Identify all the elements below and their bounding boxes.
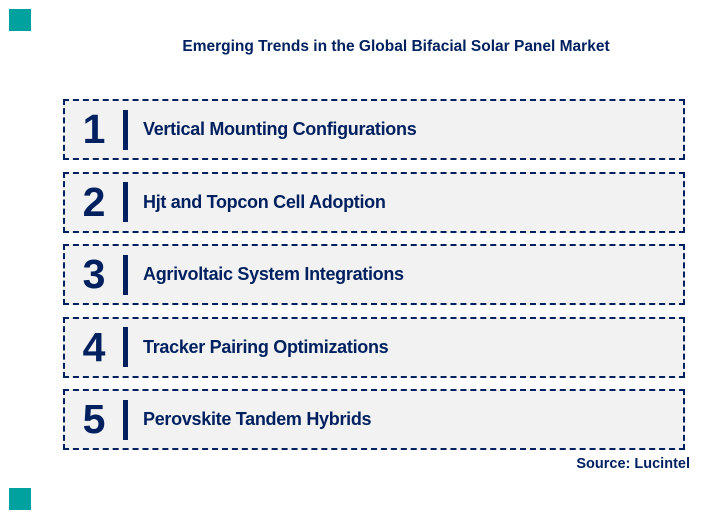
- page-title: Emerging Trends in the Global Bifacial S…: [182, 38, 610, 55]
- trend-number: 3: [82, 251, 106, 297]
- separator-bar: [123, 254, 128, 295]
- trend-row-5: 5 Perovskite Tandem Hybrids: [63, 389, 685, 450]
- trend-label: Tracker Pairing Optimizations: [143, 336, 389, 357]
- trend-row-4: 4 Tracker Pairing Optimizations: [63, 316, 685, 378]
- trend-number: 5: [82, 396, 106, 442]
- trend-number: 1: [82, 106, 106, 152]
- trend-row-2: 2 Hjt and Topcon Cell Adoption: [63, 171, 685, 233]
- separator-bar: [123, 399, 128, 440]
- separator-bar: [123, 109, 128, 150]
- separator-bar: [123, 182, 128, 222]
- trend-number: 4: [82, 323, 106, 370]
- decorative-teal-square-top: [9, 9, 31, 31]
- trend-label: Vertical Mounting Configurations: [143, 119, 417, 139]
- decorative-teal-square-bottom: [9, 488, 31, 510]
- trend-label: Hjt and Topcon Cell Adoption: [143, 191, 386, 212]
- trend-row-1: 1 Vertical Mounting Configurations: [63, 99, 685, 160]
- source-credit: Source: Lucintel: [576, 456, 690, 472]
- trend-number: 2: [82, 178, 106, 225]
- trend-list: 1 Vertical Mounting Configurations 2 Hjt…: [63, 99, 685, 450]
- trend-label: Perovskite Tandem Hybrids: [143, 409, 372, 429]
- separator-bar: [123, 327, 128, 367]
- trend-row-3: 3 Agrivoltaic System Integrations: [63, 244, 685, 305]
- trend-label: Agrivoltaic System Integrations: [143, 264, 404, 284]
